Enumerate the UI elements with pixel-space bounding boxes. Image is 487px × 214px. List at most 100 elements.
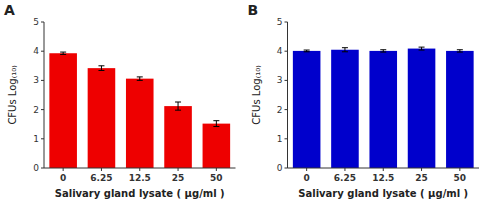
error-cap	[457, 52, 463, 53]
error-cap	[98, 70, 104, 71]
y-tick	[41, 22, 44, 23]
error-cap	[60, 52, 66, 53]
y-tick-label: 4	[277, 46, 283, 56]
y-tick	[285, 109, 288, 110]
error-bar	[213, 121, 219, 127]
error-cap	[137, 76, 143, 77]
y-tick	[41, 51, 44, 52]
panel-label: B	[248, 2, 259, 18]
error-bar	[342, 48, 348, 52]
bar	[331, 50, 359, 168]
y-tick	[41, 80, 44, 81]
panel: A01234506.2512.52550Salivary gland lysat…	[4, 2, 236, 199]
figure: A01234506.2512.52550Salivary gland lysat…	[0, 0, 487, 214]
error-cap	[304, 50, 310, 51]
x-tick	[139, 168, 140, 171]
bar	[408, 49, 436, 168]
x-tick	[344, 168, 345, 171]
panel: B01234506.2512.52550Salivary gland lysat…	[248, 2, 480, 199]
y-tick-label: 5	[33, 17, 39, 27]
y-tick-label: 5	[277, 17, 283, 27]
error-bar	[419, 47, 425, 50]
error-line	[344, 48, 345, 52]
bar	[88, 68, 116, 168]
x-tick-label: 50	[454, 173, 467, 183]
error-cap	[98, 65, 104, 66]
y-axis-line	[44, 22, 45, 168]
error-line	[178, 102, 179, 110]
marks	[49, 52, 230, 168]
x-tick	[216, 168, 217, 171]
y-tick-label: 2	[33, 105, 39, 115]
x-tick-label: 25	[415, 173, 428, 183]
y-tick	[285, 80, 288, 81]
error-cap	[175, 110, 181, 111]
y-tick-label: 3	[33, 75, 39, 85]
error-cap	[342, 47, 348, 48]
error-cap	[380, 52, 386, 53]
x-tick	[421, 168, 422, 171]
x-tick-label: 50	[210, 173, 223, 183]
error-cap	[419, 47, 425, 48]
error-line	[139, 77, 140, 81]
x-tick-label: 6.25	[334, 173, 356, 183]
y-tick	[285, 51, 288, 52]
bar	[164, 106, 192, 168]
x-axis-label: Salivary gland lysate ( μg/ml )	[298, 188, 468, 199]
x-tick	[101, 168, 102, 171]
y-tick	[41, 109, 44, 110]
y-tick-label: 4	[33, 46, 39, 56]
x-axis-label: Salivary gland lysate ( μg/ml )	[55, 188, 225, 199]
x-tick	[178, 168, 179, 171]
bar	[446, 51, 474, 168]
panel-label: A	[4, 2, 15, 18]
error-cap	[137, 80, 143, 81]
error-bar	[380, 50, 386, 52]
y-tick-label: 0	[277, 163, 283, 173]
y-tick-label: 0	[33, 163, 39, 173]
bar	[49, 53, 77, 168]
error-bar	[137, 77, 143, 81]
marks	[293, 47, 474, 168]
x-tick-label: 12.5	[372, 173, 394, 183]
error-bar	[175, 102, 181, 110]
y-tick	[41, 138, 44, 139]
error-cap	[213, 120, 219, 121]
error-line	[101, 66, 102, 71]
y-axis-label: CFUs Log₍₁₀₎	[251, 65, 262, 124]
y-tick	[41, 168, 44, 169]
bar	[203, 124, 231, 168]
error-bar	[98, 66, 104, 71]
y-tick-label: 1	[277, 134, 283, 144]
y-axis-line	[287, 22, 288, 168]
x-tick	[63, 168, 64, 171]
y-tick-label: 3	[277, 75, 283, 85]
error-cap	[60, 54, 66, 55]
x-tick-label: 25	[172, 173, 185, 183]
error-cap	[342, 51, 348, 52]
error-cap	[175, 102, 181, 103]
y-tick	[285, 168, 288, 169]
x-tick-label: 0	[60, 173, 66, 183]
bar	[293, 51, 321, 168]
error-bar	[304, 50, 310, 52]
y-tick-label: 2	[277, 105, 283, 115]
x-tick-label: 12.5	[129, 173, 151, 183]
x-tick-label: 0	[304, 173, 310, 183]
y-tick-label: 1	[33, 134, 39, 144]
error-bar	[457, 50, 463, 52]
y-axis-label: CFUs Log₍₁₀₎	[7, 65, 18, 124]
x-tick	[459, 168, 460, 171]
x-tick-label: 6.25	[90, 173, 112, 183]
error-cap	[457, 49, 463, 50]
x-tick	[306, 168, 307, 171]
error-cap	[304, 51, 310, 52]
error-cap	[419, 50, 425, 51]
bar	[369, 51, 397, 168]
y-tick	[285, 22, 288, 23]
error-cap	[380, 49, 386, 50]
bar	[126, 79, 154, 168]
error-cap	[213, 126, 219, 127]
error-bar	[60, 52, 66, 54]
x-tick	[383, 168, 384, 171]
